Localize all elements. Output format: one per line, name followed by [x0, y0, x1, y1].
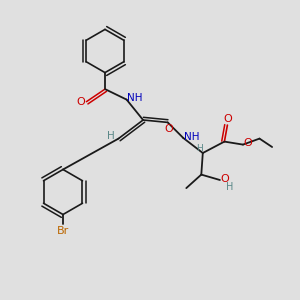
Text: H: H [226, 182, 233, 192]
Text: NH: NH [184, 132, 200, 142]
Text: O: O [223, 114, 232, 124]
Text: O: O [164, 124, 173, 134]
Text: O: O [220, 174, 230, 184]
Text: O: O [76, 97, 85, 107]
Text: O: O [244, 138, 253, 148]
Text: NH: NH [127, 93, 143, 103]
Text: Br: Br [57, 226, 69, 236]
Text: H: H [107, 130, 115, 141]
Text: H: H [196, 144, 202, 153]
